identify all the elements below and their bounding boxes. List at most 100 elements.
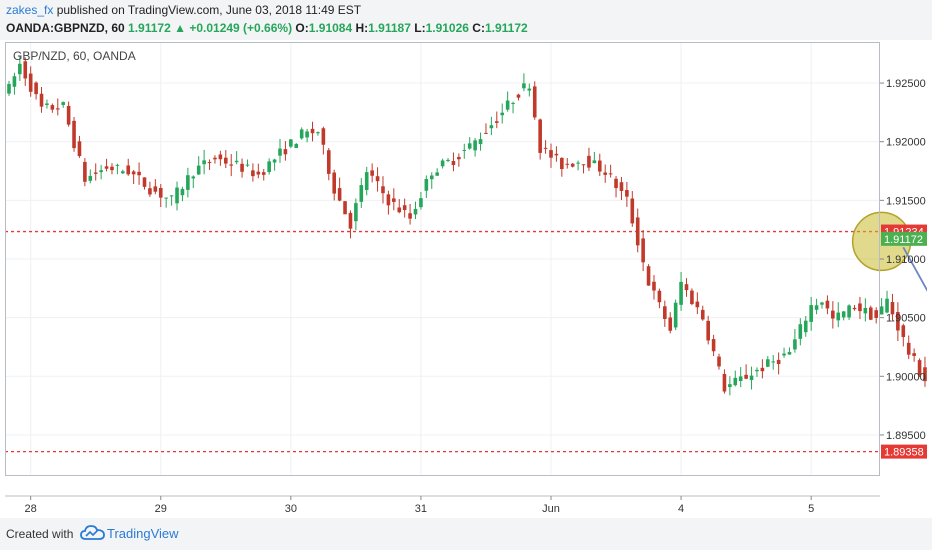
- candle-body: [34, 82, 38, 95]
- candle-body: [565, 163, 570, 165]
- candle-body: [299, 129, 304, 139]
- chart-svg[interactable]: 1.92500 1.92000 1.91500 1.91000 1.90500 1.900…: [5, 42, 932, 518]
- candle-body: [809, 305, 813, 322]
- candle-body: [332, 172, 336, 194]
- candle-body: [684, 284, 689, 291]
- candle-body: [137, 171, 141, 176]
- candle-body: [668, 317, 673, 331]
- candle-body: [457, 156, 461, 160]
- candle-body: [256, 171, 261, 175]
- candle-body: [673, 302, 678, 328]
- candle-body: [538, 119, 542, 153]
- candle-body: [321, 128, 326, 145]
- candle-body: [868, 307, 873, 320]
- candle-body: [576, 162, 580, 164]
- candle-body: [706, 320, 710, 341]
- price-change: +0.01249 (+0.66%): [189, 21, 293, 35]
- candle-body: [397, 207, 402, 213]
- candle-body: [852, 307, 857, 310]
- candle-body: [885, 298, 889, 313]
- candle-body: [831, 310, 835, 319]
- candle-body: [429, 175, 434, 180]
- candle-body: [489, 125, 494, 129]
- candle-body: [917, 360, 922, 376]
- x-tick-label: 28: [25, 503, 37, 515]
- candle-body: [879, 306, 884, 315]
- candle-body: [359, 185, 364, 202]
- candle-body: [289, 139, 293, 147]
- candle-body: [766, 359, 770, 367]
- candle-body: [240, 163, 244, 172]
- author-link[interactable]: zakes_fx: [6, 3, 54, 17]
- candle-body: [55, 108, 60, 110]
- candle-body: [896, 312, 900, 331]
- candle-body: [148, 188, 152, 195]
- x-tick-label: 31: [415, 503, 427, 515]
- candle-body: [121, 171, 125, 174]
- candle-body: [153, 186, 158, 192]
- created-with-label: Created with: [6, 527, 74, 541]
- x-tick-label: 5: [808, 503, 814, 515]
- candle-body: [484, 132, 488, 134]
- candle-body: [164, 197, 168, 199]
- candle-body: [337, 188, 342, 201]
- x-tick-label: Jun: [542, 503, 560, 515]
- candle-body: [820, 302, 824, 305]
- candle-body: [28, 73, 33, 92]
- candle-body: [61, 102, 65, 105]
- candle-body: [657, 290, 662, 303]
- y-tick-label: 1.90500: [886, 313, 926, 325]
- candle-body: [278, 148, 282, 156]
- candle-body: [798, 324, 803, 339]
- candle-body: [196, 165, 201, 175]
- candle-body: [478, 139, 483, 145]
- candle-body: [717, 356, 721, 367]
- candle-body: [614, 178, 618, 189]
- candle-body: [326, 150, 331, 174]
- candle-body: [511, 102, 515, 104]
- candle-body: [847, 305, 851, 318]
- tradingview-brand[interactable]: TradingView: [107, 526, 179, 541]
- candle-body: [679, 281, 683, 305]
- candle-body: [66, 105, 71, 125]
- candle-body: [142, 177, 147, 187]
- candle-body: [77, 141, 82, 157]
- chart-frame[interactable]: 1.92500 1.92000 1.91500 1.91000 1.90500 1.900…: [5, 42, 932, 518]
- candle-body: [186, 175, 190, 190]
- candle-body: [733, 377, 738, 386]
- candle-body: [495, 121, 499, 123]
- candle-body: [224, 157, 228, 164]
- candle-body: [99, 170, 103, 173]
- candle-body: [424, 178, 429, 191]
- candle-body: [793, 339, 797, 350]
- candle-body: [836, 312, 841, 321]
- candle-body: [890, 302, 895, 315]
- candle-body: [402, 205, 407, 211]
- close-value: 1.91172: [484, 21, 528, 35]
- candle-body: [787, 352, 792, 355]
- candle-body: [245, 164, 250, 166]
- candle-body: [305, 131, 309, 138]
- high-value: 1.91187: [368, 21, 411, 35]
- candle-body: [554, 153, 559, 156]
- x-tick-label: 29: [155, 503, 167, 515]
- candle-body: [218, 154, 223, 160]
- candle-body: [50, 105, 55, 110]
- candle-body: [348, 212, 353, 229]
- candle-body: [251, 170, 255, 177]
- candle-body: [392, 198, 396, 202]
- candle-body: [522, 83, 526, 89]
- candle-body: [505, 100, 510, 110]
- price-level-label: 1.89358: [884, 447, 924, 459]
- candle-body: [570, 163, 575, 167]
- candle-body: [635, 217, 640, 246]
- candle-body: [532, 86, 537, 118]
- open-label: O:: [295, 21, 309, 35]
- y-tick-label: 1.89500: [886, 430, 926, 442]
- candle-body: [641, 238, 645, 263]
- candle-body: [771, 361, 776, 363]
- candle-body: [755, 369, 759, 372]
- projection-arrow: [902, 246, 932, 301]
- candle-body: [88, 175, 93, 181]
- chart-title: GBP/NZD, 60, OANDA: [13, 49, 136, 63]
